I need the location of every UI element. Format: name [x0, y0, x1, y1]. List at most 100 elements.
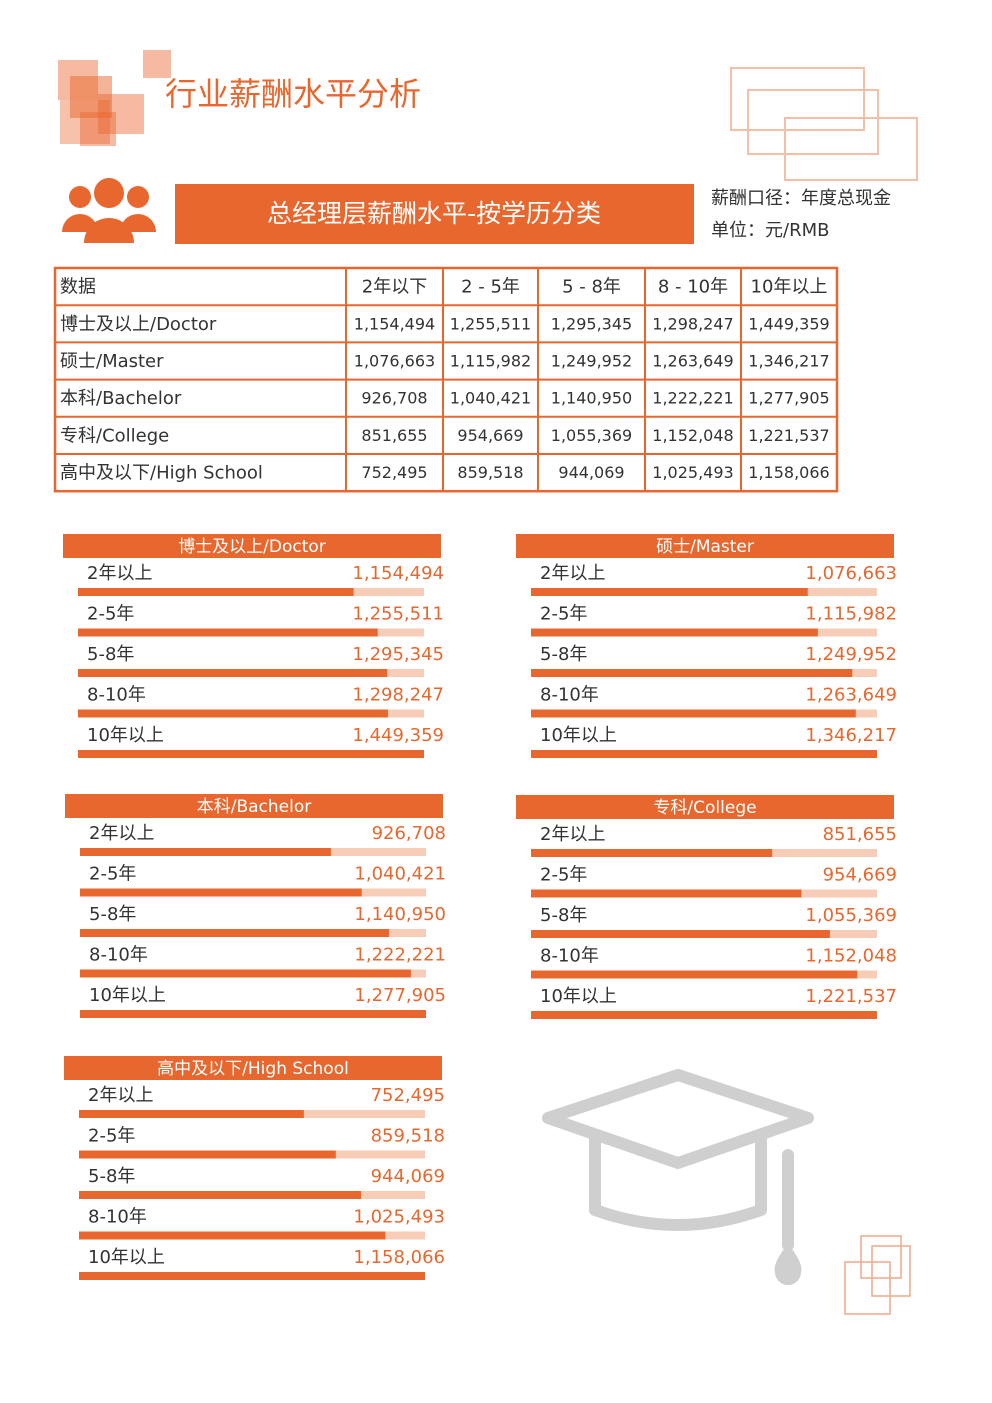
bar-label: 8-10年 [89, 945, 148, 966]
bar-label: 10年以上 [540, 725, 617, 746]
cell: 954,669 [457, 426, 523, 445]
bar-value: 859,518 [371, 1126, 445, 1147]
cell: 1,055,369 [551, 426, 632, 445]
bar-value: 1,255,511 [352, 604, 444, 625]
cell: 1,249,952 [551, 352, 632, 371]
cell: 851,655 [361, 426, 427, 445]
grad-cap-icon [542, 1069, 814, 1285]
decor-outlines [844, 1235, 911, 1315]
row-label: 专科/College [60, 425, 169, 446]
note: 薪酬口径：年度总现金 [711, 188, 891, 209]
header-cell: 2 - 5年 [461, 277, 520, 298]
bar-label: 8-10年 [87, 685, 146, 706]
header-cell: 8 - 10年 [658, 277, 728, 298]
bar [80, 969, 411, 978]
cell: 926,708 [361, 389, 427, 408]
bar [531, 930, 830, 938]
panel-title: 本科/Bachelor [197, 797, 312, 817]
bar-label: 2年以上 [540, 824, 605, 845]
cell: 1,076,663 [354, 352, 435, 371]
bar [79, 1231, 386, 1240]
panels: 博士及以上/Doctor 2年以上 1,154,494 2-5年 1,255,511 5-… [63, 534, 897, 1280]
bar-label: 8-10年 [540, 685, 599, 706]
bar-label: 10年以上 [540, 986, 617, 1007]
bar-value: 1,221,537 [805, 986, 897, 1007]
bar-value: 1,449,359 [352, 725, 444, 746]
header-cell: 10年以上 [751, 277, 828, 298]
decor-squares [58, 50, 171, 146]
panel-title: 硕士/Master [656, 537, 754, 557]
bar-label: 8-10年 [540, 946, 599, 967]
bar [78, 709, 388, 718]
bar-value: 1,076,663 [805, 563, 897, 584]
bar-value: 1,115,982 [805, 604, 897, 625]
cell: 859,518 [457, 463, 523, 482]
row-label: 博士及以上/Doctor [60, 314, 217, 335]
bar-label: 2年以上 [540, 563, 605, 584]
bar-label: 5-8年 [540, 905, 587, 926]
cell: 1,298,247 [652, 314, 733, 333]
bar-label: 5-8年 [88, 1166, 135, 1187]
bar-value: 1,263,649 [805, 685, 897, 706]
cell: 1,158,066 [748, 463, 829, 482]
cell: 1,040,421 [450, 389, 531, 408]
bar-value: 926,708 [372, 823, 446, 844]
cell: 1,449,359 [748, 314, 829, 333]
bar [79, 1191, 362, 1199]
bar-label: 2-5年 [540, 865, 587, 886]
bar-label: 2-5年 [89, 864, 136, 885]
bar-value: 1,277,905 [354, 985, 446, 1006]
cell: 944,069 [558, 463, 624, 482]
people-icon [62, 178, 156, 243]
bar-value: 1,154,494 [352, 563, 444, 584]
bar [78, 588, 354, 596]
bar [78, 750, 424, 758]
bar-value: 1,295,345 [352, 644, 444, 665]
panel-header [64, 1056, 442, 1080]
cell: 1,154,494 [354, 314, 435, 333]
bar [79, 1272, 425, 1280]
cell: 1,263,649 [652, 352, 733, 371]
bar [531, 709, 856, 718]
header-cell: 2年以下 [362, 277, 427, 298]
bar-value: 1,040,421 [354, 864, 446, 885]
bar-value: 1,158,066 [353, 1247, 445, 1268]
header-cell: 5 - 8年 [562, 277, 621, 298]
cell: 1,115,982 [450, 352, 531, 371]
bar [78, 628, 378, 637]
bar [531, 970, 858, 979]
bar-label: 10年以上 [87, 725, 164, 746]
bar [531, 750, 877, 758]
cell: 1,221,537 [748, 426, 829, 445]
bar-value: 1,140,950 [354, 904, 446, 925]
bar-label: 2-5年 [540, 604, 587, 625]
bar-value: 1,055,369 [805, 905, 897, 926]
bar-label: 2年以上 [89, 823, 154, 844]
decor-outlines [730, 67, 918, 181]
panel-header [63, 534, 441, 558]
bar-value: 954,669 [823, 865, 897, 886]
bar-value: 944,069 [371, 1166, 445, 1187]
banner [175, 184, 694, 244]
header-cell: 数据 [60, 277, 96, 298]
bar-label: 2-5年 [87, 604, 134, 625]
bar [80, 888, 362, 897]
bar-label: 10年以上 [89, 985, 166, 1006]
cell: 1,277,905 [748, 389, 829, 408]
cell: 1,025,493 [652, 463, 733, 482]
bar-label: 10年以上 [88, 1247, 165, 1268]
bar [80, 1010, 426, 1018]
bar-value: 1,222,221 [354, 945, 446, 966]
panel-title: 博士及以上/Doctor [178, 537, 326, 557]
page-title: 行业薪酬水平分析 [165, 75, 421, 113]
cell: 1,255,511 [450, 314, 531, 333]
bar [80, 848, 331, 856]
cell: 752,495 [361, 463, 427, 482]
bar-value: 851,655 [823, 824, 897, 845]
bar [531, 889, 802, 898]
row-label: 高中及以下/High School [60, 463, 263, 484]
bar-label: 8-10年 [88, 1207, 147, 1228]
cell: 1,222,221 [652, 389, 733, 408]
bar-label: 2年以上 [87, 563, 152, 584]
